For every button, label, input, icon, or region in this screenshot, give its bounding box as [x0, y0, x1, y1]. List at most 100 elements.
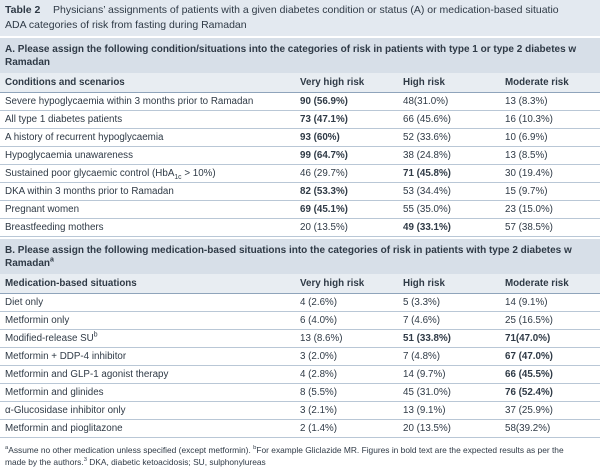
table-cell: All type 1 diabetes patients: [5, 114, 123, 125]
table-cell: 76 (52.4%): [505, 387, 553, 398]
caption-line: ADA categories of risk from fasting duri…: [5, 19, 247, 31]
table-row: Sustained poor glycaemic control (HbA1c …: [0, 165, 600, 183]
table-cell: DKA within 3 months prior to Ramadan: [5, 186, 174, 197]
table-cell: 13 (8.3%): [505, 96, 548, 107]
table-row: Severe hypoglycaemia within 3 months pri…: [0, 93, 600, 111]
column-header: Moderate risk: [505, 278, 569, 289]
caption-text: Physicians’ assignments of patients with…: [5, 3, 600, 33]
table-cell: Metformin + DDP-4 inhibitor: [5, 351, 127, 362]
table-row: Hypoglycaemia unawareness 99 (64.7%) 38 (2…: [0, 147, 600, 165]
text-part: Ramadan: [5, 258, 51, 269]
table-cell: 51 (33.8%): [403, 333, 451, 344]
table-cell: Modified-release SUb: [0, 330, 300, 347]
table-cell: 6 (4.0%): [300, 315, 338, 326]
text-part: a: [50, 257, 54, 264]
column-header: High risk: [403, 278, 445, 289]
table-row: Metformin and glinides 8 (5.5%) 45 (31.0%)…: [0, 384, 600, 402]
table-cell: Sustained poor glycaemic control (HbA1c …: [0, 165, 300, 182]
table-cell: 23 (15.0%): [505, 204, 553, 215]
column-header-row: Conditions and scenarios Very high risk Hi…: [0, 73, 600, 93]
table-cell: 71 (45.8%): [403, 168, 451, 179]
table-cell: 52 (33.6%): [403, 132, 451, 143]
text-part: > 10%): [181, 168, 216, 179]
table-cell: Metformin and glinides: [5, 387, 104, 398]
text-part: 1c: [174, 173, 182, 181]
table-cell: 71(47.0%): [505, 333, 551, 344]
column-header: Very high risk: [300, 278, 365, 289]
table-cell: Pregnant women: [5, 204, 80, 215]
table-cell: α-Glucosidase inhibitor only: [5, 405, 126, 416]
sections: A. Please assign the following condition…: [0, 38, 600, 438]
table-cell: 67 (47.0%): [505, 351, 553, 362]
table-cell: Diet only: [5, 297, 44, 308]
table-row: Metformin and pioglitazone 2 (1.4%) 20 (13…: [0, 420, 600, 438]
table-cell: 13 (8.5%): [505, 150, 548, 161]
table-cell: 49 (33.1%): [403, 222, 451, 233]
column-header: Moderate risk: [505, 77, 569, 88]
table-cell: Metformin and GLP-1 agonist therapy: [5, 369, 169, 380]
table-cell: 53 (34.4%): [403, 186, 451, 197]
table-cell: 13 (8.6%): [300, 333, 343, 344]
column-header: High risk: [403, 77, 445, 88]
table-cell: 16 (10.3%): [505, 114, 553, 125]
table-cell: 55 (35.0%): [403, 204, 451, 215]
table-cell: 14 (9.1%): [505, 297, 548, 308]
text-part: b: [93, 331, 98, 339]
table-cell: 10 (6.9%): [505, 132, 548, 143]
table-row: Breastfeeding mothers 20 (13.5%) 49 (33.1%…: [0, 219, 600, 237]
text-part: Modified-release SU: [5, 333, 94, 344]
table-cell: Metformin and pioglitazone: [5, 423, 123, 434]
table-row: Metformin and GLP-1 agonist therapy 4 (2.…: [0, 366, 600, 384]
table-cell: 20 (13.5%): [300, 222, 348, 233]
heading-line: Ramadana: [5, 257, 600, 270]
table-cell: 13 (9.1%): [403, 405, 446, 416]
text-part: a: [5, 445, 9, 452]
caption-line: Physicians’ assignments of patients with…: [53, 4, 559, 16]
table-cell: 48(31.0%): [403, 96, 449, 107]
table-cell: 5 (3.3%): [403, 297, 441, 308]
column-header: Very high risk: [300, 77, 365, 88]
heading-line: A. Please assign the following condition…: [5, 44, 577, 55]
text-part: Sustained poor glycaemic control (HbA: [5, 168, 175, 179]
table-row: Metformin + DDP-4 inhibitor 3 (2.0%) 7 (4.…: [0, 348, 600, 366]
caption: Table 2 Physicians’ assignments of patie…: [0, 0, 600, 36]
table-row: Modified-release SUb 13 (8.6%) 51 (33.8%) 7…: [0, 330, 600, 348]
table-cell: 66 (45.6%): [403, 114, 451, 125]
table-cell: 46 (29.7%): [300, 168, 348, 179]
table-cell: 93 (60%): [300, 132, 340, 143]
text-part: 3: [83, 457, 87, 464]
table-cell: 3 (2.1%): [300, 405, 338, 416]
table-row: All type 1 diabetes patients 73 (47.1%) 66…: [0, 111, 600, 129]
table-cell: 7 (4.6%): [403, 315, 441, 326]
table-cell: 90 (56.9%): [300, 96, 348, 107]
column-header: Medication-based situations: [5, 278, 137, 289]
column-header-row: Medication-based situations Very high ris…: [0, 274, 600, 294]
table-cell: 66 (45.5%): [505, 369, 553, 380]
table-cell: 99 (64.7%): [300, 150, 348, 161]
table-row: α-Glucosidase inhibitor only 3 (2.1%) 13 (…: [0, 402, 600, 420]
text-part: Assume no other medication unless specif…: [8, 445, 254, 455]
table-cell: 15 (9.7%): [505, 186, 548, 197]
caption-label: Table 2: [5, 4, 41, 16]
section-heading: A. Please assign the following condition…: [0, 38, 600, 73]
text-part: DKA, diabetic ketoacidosis; SU, sulphony…: [86, 457, 266, 467]
table-cell: Severe hypoglycaemia within 3 months pri…: [5, 96, 254, 107]
footnote-line: aAssume no other medication unless speci…: [5, 444, 600, 456]
footnote: aAssume no other medication unless speci…: [0, 438, 600, 468]
table-cell: Hypoglycaemia unawareness: [5, 150, 133, 161]
heading-line: B. Please assign the following medicatio…: [5, 245, 572, 256]
table-cell: 38 (24.8%): [403, 150, 451, 161]
table-cell: 25 (16.5%): [505, 315, 553, 326]
table-cell: 14 (9.7%): [403, 369, 446, 380]
table-cell: 57 (38.5%): [505, 222, 553, 233]
table-cell: 69 (45.1%): [300, 204, 348, 215]
text-part: For example Gliclazide MR. Figures in bo…: [256, 445, 564, 455]
table-row: Metformin only 6 (4.0%) 7 (4.6%) 25 (16.5%): [0, 312, 600, 330]
table-cell: 4 (2.8%): [300, 369, 338, 380]
table-cell: 58(39.2%): [505, 423, 551, 434]
table-cell: 7 (4.8%): [403, 351, 441, 362]
table-cell: 2 (1.4%): [300, 423, 338, 434]
table-cell: 8 (5.5%): [300, 387, 338, 398]
column-header: Conditions and scenarios: [5, 77, 125, 88]
